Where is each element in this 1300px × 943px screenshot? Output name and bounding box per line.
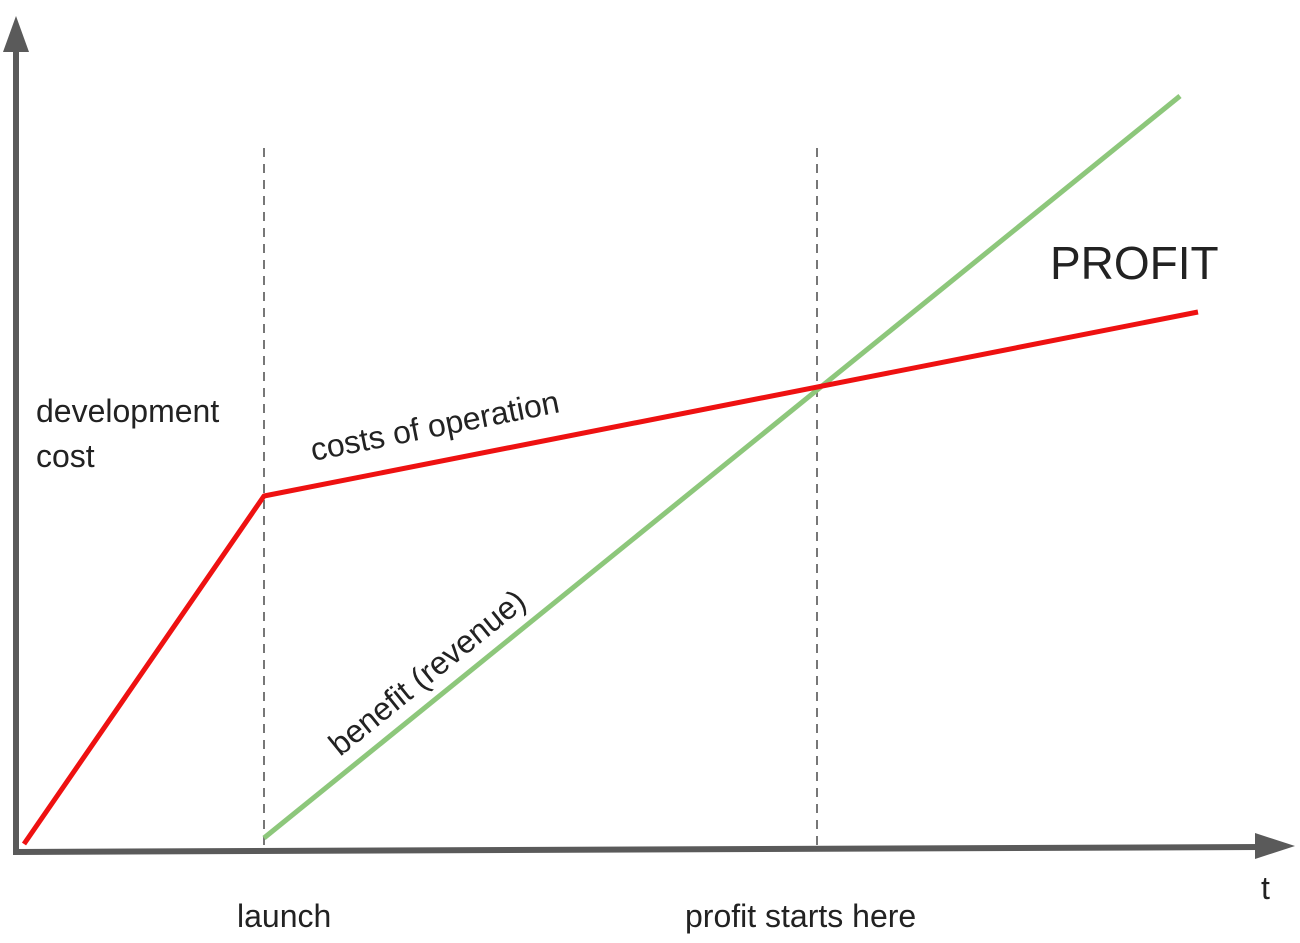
benefit-line [262,94,1182,840]
development-cost-label-line1: development [36,393,219,429]
development-cost-label-line2: cost [36,438,95,474]
t-axis-label: t [1261,870,1270,906]
profit-starts-label: profit starts here [685,898,916,934]
launch-label: launch [237,898,331,934]
x-axis-arrowhead [1255,833,1295,859]
x-axis [12,844,1263,855]
benefit-label: benefit (revenue) [322,582,533,762]
cost-line [21,309,1199,846]
y-axis-arrowhead [3,16,29,52]
profit-label: PROFIT [1050,237,1219,289]
costs-of-operation-label: costs of operation [307,383,562,467]
